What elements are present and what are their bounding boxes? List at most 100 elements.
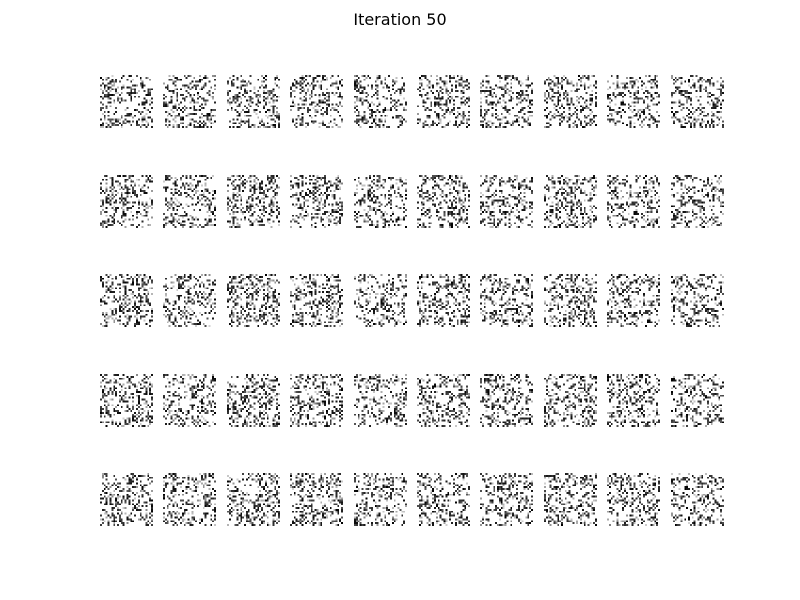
sample-image — [227, 473, 280, 526]
sample-image — [354, 75, 407, 128]
sample-image — [227, 274, 280, 327]
sample-noise-canvas — [290, 374, 343, 427]
sample-noise-canvas — [290, 473, 343, 526]
sample-noise-canvas — [544, 473, 597, 526]
sample-noise-canvas — [544, 274, 597, 327]
sample-image — [480, 473, 533, 526]
sample-image — [544, 374, 597, 427]
sample-image — [227, 75, 280, 128]
sample-image — [544, 274, 597, 327]
sample-image — [290, 75, 343, 128]
sample-image — [417, 274, 470, 327]
sample-image — [100, 274, 153, 327]
sample-noise-canvas — [544, 75, 597, 128]
sample-noise-canvas — [354, 75, 407, 128]
sample-noise-canvas — [163, 75, 216, 128]
sample-noise-canvas — [417, 274, 470, 327]
sample-image — [544, 473, 597, 526]
sample-noise-canvas — [354, 274, 407, 327]
sample-noise-canvas — [480, 75, 533, 128]
sample-image — [417, 374, 470, 427]
sample-noise-canvas — [100, 175, 153, 228]
sample-image — [671, 473, 724, 526]
sample-noise-canvas — [100, 274, 153, 327]
sample-noise-canvas — [227, 473, 280, 526]
sample-noise-canvas — [607, 274, 660, 327]
sample-noise-canvas — [290, 274, 343, 327]
sample-image — [354, 175, 407, 228]
sample-noise-canvas — [671, 75, 724, 128]
sample-image — [417, 473, 470, 526]
sample-noise-canvas — [671, 175, 724, 228]
sample-image — [354, 274, 407, 327]
sample-image — [163, 374, 216, 427]
sample-image — [100, 175, 153, 228]
sample-image — [607, 473, 660, 526]
sample-image — [227, 175, 280, 228]
sample-noise-canvas — [163, 274, 216, 327]
sample-image — [417, 175, 470, 228]
sample-image — [290, 175, 343, 228]
sample-image — [544, 75, 597, 128]
sample-image — [671, 75, 724, 128]
sample-noise-canvas — [290, 75, 343, 128]
sample-noise-canvas — [607, 175, 660, 228]
sample-image — [100, 75, 153, 128]
sample-image — [607, 175, 660, 228]
sample-noise-canvas — [227, 374, 280, 427]
sample-noise-canvas — [480, 473, 533, 526]
sample-image — [100, 473, 153, 526]
sample-image — [163, 274, 216, 327]
sample-noise-canvas — [607, 374, 660, 427]
sample-noise-canvas — [163, 473, 216, 526]
sample-noise-canvas — [671, 473, 724, 526]
sample-image — [290, 473, 343, 526]
sample-image — [100, 374, 153, 427]
sample-noise-canvas — [417, 473, 470, 526]
sample-noise-canvas — [354, 175, 407, 228]
sample-image — [480, 75, 533, 128]
sample-noise-canvas — [544, 175, 597, 228]
sample-noise-canvas — [417, 374, 470, 427]
sample-image — [607, 274, 660, 327]
sample-noise-canvas — [480, 175, 533, 228]
sample-noise-canvas — [480, 274, 533, 327]
sample-image — [163, 75, 216, 128]
sample-image — [671, 274, 724, 327]
sample-image — [671, 374, 724, 427]
sample-noise-canvas — [290, 175, 343, 228]
sample-image — [290, 274, 343, 327]
sample-image — [227, 374, 280, 427]
sample-noise-canvas — [417, 175, 470, 228]
sample-noise-canvas — [354, 374, 407, 427]
sample-image — [417, 75, 470, 128]
sample-image — [354, 374, 407, 427]
sample-noise-canvas — [100, 374, 153, 427]
sample-noise-canvas — [227, 175, 280, 228]
sample-image — [607, 374, 660, 427]
sample-noise-canvas — [607, 473, 660, 526]
sample-image — [163, 473, 216, 526]
sample-image — [480, 274, 533, 327]
sample-image — [354, 473, 407, 526]
sample-noise-canvas — [163, 374, 216, 427]
sample-noise-canvas — [227, 75, 280, 128]
sample-noise-canvas — [163, 175, 216, 228]
sample-image — [607, 75, 660, 128]
sample-image — [480, 374, 533, 427]
sample-image — [544, 175, 597, 228]
sample-noise-canvas — [671, 274, 724, 327]
sample-noise-canvas — [607, 75, 660, 128]
sample-image — [163, 175, 216, 228]
sample-noise-canvas — [671, 374, 724, 427]
sample-noise-canvas — [100, 473, 153, 526]
sample-noise-canvas — [354, 473, 407, 526]
sample-image — [671, 175, 724, 228]
sample-image — [290, 374, 343, 427]
sample-noise-canvas — [100, 75, 153, 128]
sample-noise-canvas — [544, 374, 597, 427]
sample-noise-canvas — [480, 374, 533, 427]
sample-noise-canvas — [227, 274, 280, 327]
sample-image — [480, 175, 533, 228]
